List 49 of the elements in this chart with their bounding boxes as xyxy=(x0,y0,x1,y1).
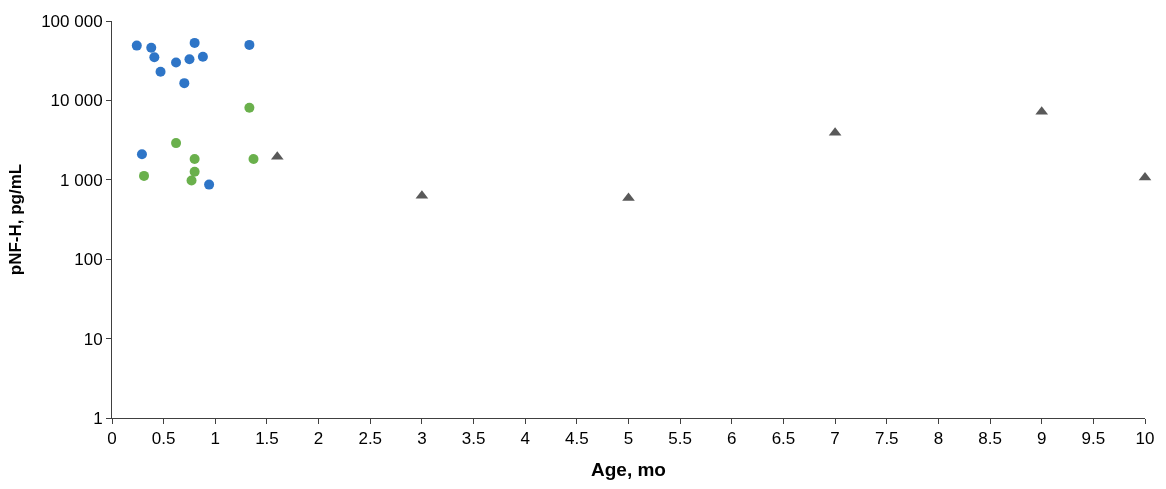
x-tick-label: 7 xyxy=(830,429,840,449)
point xyxy=(189,37,200,48)
x-tick-label: 8 xyxy=(933,429,944,449)
point xyxy=(184,54,195,65)
x-tick-label: 3.5 xyxy=(461,429,486,449)
point xyxy=(197,51,208,62)
x-tick-label: 2 xyxy=(313,429,324,449)
x-tick-label: 8.5 xyxy=(978,429,1002,449)
point xyxy=(131,40,142,51)
x-tick-label: 5.5 xyxy=(668,429,692,449)
point xyxy=(136,149,147,160)
point xyxy=(248,153,259,164)
x-tick-label: 1 xyxy=(210,429,221,449)
y-axis-title: pNF-H, pg/mL xyxy=(5,163,25,276)
point xyxy=(171,138,182,149)
point xyxy=(244,102,255,113)
point xyxy=(171,57,182,68)
point xyxy=(244,39,255,50)
x-tick-label: 3 xyxy=(417,429,427,449)
x-axis-title: Age, mo xyxy=(591,459,666,481)
y-tick-label: 1 xyxy=(93,408,103,428)
x-tick-label: 0.5 xyxy=(151,429,176,449)
y-tick-label: 10 000 xyxy=(50,91,103,111)
x-tick-label: 6.5 xyxy=(771,429,796,449)
x-tick-label: 4 xyxy=(520,429,530,449)
point xyxy=(189,166,200,177)
x-tick-label: 10 xyxy=(1135,429,1155,449)
point xyxy=(1138,171,1152,181)
x-tick-label: 9.5 xyxy=(1081,429,1106,449)
point xyxy=(146,42,157,53)
x-tick-label: 5 xyxy=(623,429,634,449)
point xyxy=(189,153,200,164)
x-tick-label: 2.5 xyxy=(358,429,383,449)
point xyxy=(139,170,150,181)
y-tick-label: 100 000 xyxy=(41,11,103,31)
x-tick-label: 7.5 xyxy=(874,429,899,449)
point xyxy=(149,52,160,63)
point xyxy=(155,66,166,77)
point xyxy=(204,179,215,190)
point xyxy=(186,175,197,186)
x-tick-label: 1.5 xyxy=(255,429,279,449)
x-tick-label: 0 xyxy=(107,429,117,449)
y-tick-label: 1 000 xyxy=(60,170,103,190)
x-tick-label: 6 xyxy=(727,429,737,449)
x-tick-label: 9 xyxy=(1036,429,1047,449)
x-tick-label: 4.5 xyxy=(565,429,589,449)
y-tick-label: 10 xyxy=(83,329,103,349)
y-tick-label: 100 xyxy=(74,250,103,270)
point xyxy=(179,78,190,89)
